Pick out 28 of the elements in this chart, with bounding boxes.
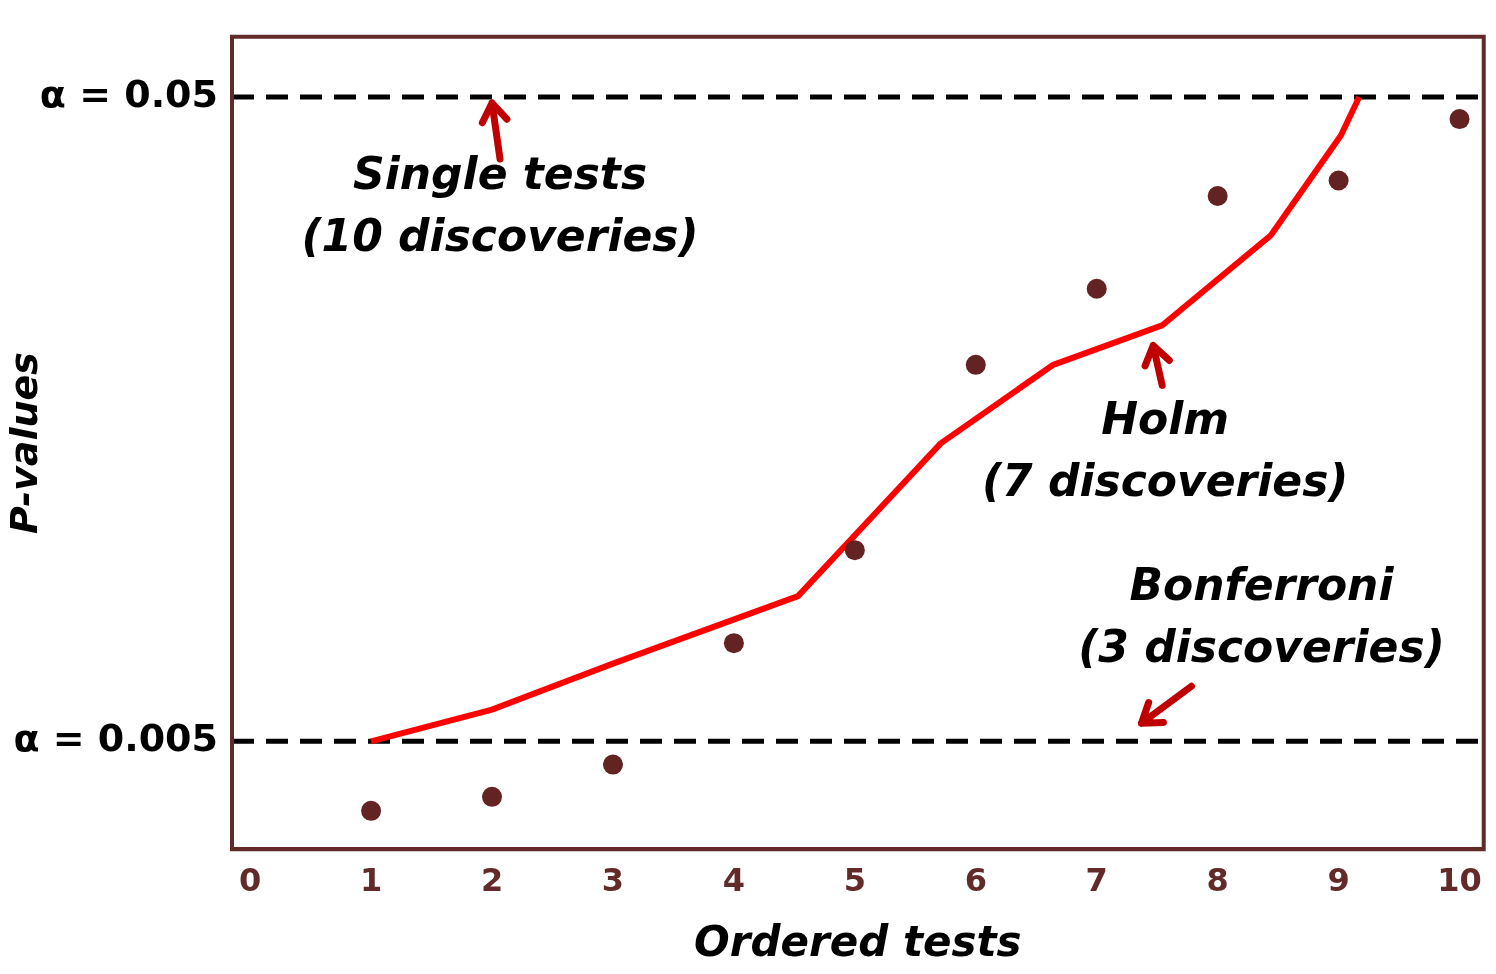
x-tick-label: 7 (1085, 860, 1108, 899)
y-tick-label: α = 0.005 (13, 716, 218, 761)
point (361, 800, 382, 821)
point (482, 786, 503, 807)
point (965, 354, 986, 375)
annotation: Single tests (10 discoveries) (301, 148, 699, 262)
annotation: Bonferroni (3 discoveries) (1078, 558, 1445, 672)
y-axis-title: P-values (1, 352, 46, 534)
point (1207, 186, 1228, 206)
x-tick-label: 1 (359, 860, 383, 899)
x-tick-label: 3 (601, 860, 625, 899)
x-tick-label: 2 (480, 860, 504, 899)
x-tick-label: 8 (1206, 860, 1229, 899)
point (723, 633, 744, 654)
point (1449, 109, 1470, 130)
point (1086, 278, 1107, 299)
x-tick-label: 9 (1327, 860, 1350, 899)
point (1328, 170, 1349, 191)
x-axis-title: Ordered tests (694, 916, 1022, 966)
point (844, 540, 865, 561)
annotation: Holm (7 discoveries) (981, 392, 1349, 506)
x-tick-label: 6 (964, 860, 987, 899)
x-tick-label: 4 (722, 860, 746, 899)
point (602, 754, 623, 775)
y-tick-label: α = 0.05 (39, 71, 218, 116)
x-tick-label: 5 (843, 860, 866, 899)
x-tick-label: 10 (1437, 860, 1482, 899)
x-tick-label: 0 (239, 860, 262, 899)
